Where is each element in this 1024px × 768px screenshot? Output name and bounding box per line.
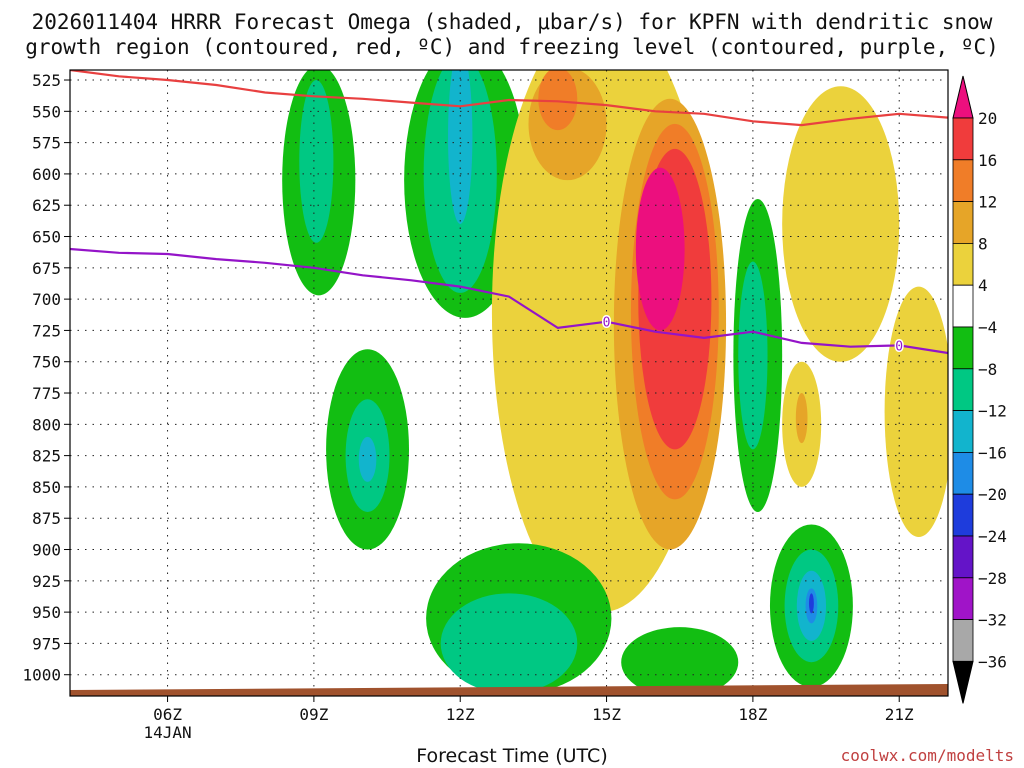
- y-tick-label: 775: [32, 384, 61, 403]
- colorbar-label: −16: [978, 443, 1007, 462]
- colorbar-label: 4: [978, 276, 988, 295]
- y-tick-label: 925: [32, 572, 61, 591]
- colorbar-segment: [952, 368, 974, 411]
- y-tick-label: 550: [32, 102, 61, 121]
- freezing-level-label: 0: [895, 339, 903, 354]
- x-axis-title: Forecast Time (UTC): [416, 745, 608, 767]
- colorbar-bottom-arrow: [952, 660, 974, 704]
- y-tick-label: 725: [32, 321, 61, 340]
- y-tick-label: 625: [32, 196, 61, 215]
- subsidence-right-22z: [884, 286, 948, 537]
- colorbar-segment: [952, 326, 974, 370]
- y-tick-label: 800: [32, 415, 61, 434]
- x-tick-label: 21Z: [885, 705, 914, 724]
- x-tick-label: 15Z: [592, 705, 621, 724]
- colorbar-label: −4: [978, 318, 997, 337]
- subsidence-upper-20z: [782, 86, 900, 362]
- subsidence-column-15z-peak: [635, 167, 685, 331]
- colorbar-label: −12: [978, 402, 1007, 421]
- date-label-year: 2026: [148, 739, 187, 740]
- y-tick-label: 650: [32, 228, 61, 247]
- colorbar-segment: [952, 201, 974, 244]
- date-label-day: 14JAN: [143, 723, 191, 740]
- y-tick-label: 900: [32, 541, 61, 560]
- y-tick-label: 1000: [22, 666, 61, 685]
- colorbar-segment: [952, 577, 974, 620]
- y-tick-label: 700: [32, 290, 61, 309]
- freezing-level-label: 0: [603, 316, 611, 331]
- x-tick-label: 06Z: [153, 705, 182, 724]
- colorbar-segment: [952, 493, 974, 537]
- surface-terrain: [70, 684, 948, 696]
- dendritic-growth-boundary-line: [70, 70, 948, 127]
- credit-link[interactable]: coolwx.com/modelts: [840, 746, 1014, 765]
- colorbar-label: −20: [978, 485, 1007, 504]
- colorbar-segment: [952, 619, 974, 662]
- colorbar-segment: [952, 117, 974, 161]
- y-tick-label: 950: [32, 603, 61, 622]
- uplift-cell-19z-low-max: [808, 593, 814, 614]
- colorbar-label: 12: [978, 193, 997, 212]
- colorbar-label: 8: [978, 234, 988, 253]
- y-tick-label: 575: [32, 134, 61, 153]
- colorbar-segment: [952, 242, 974, 286]
- uplift-column-10z-upper-core: [299, 80, 334, 243]
- y-tick-label: 825: [32, 447, 61, 466]
- colorbar-segment: [952, 410, 974, 453]
- chart-title-line-2: growth region (contoured, red, ºC) and f…: [25, 35, 999, 59]
- subsidence-cell-19z-core: [795, 393, 808, 444]
- uplift-lower-16z: [621, 627, 739, 696]
- uplift-cell-10z-mid-peak: [358, 436, 377, 482]
- y-tick-label: 525: [32, 71, 61, 90]
- colorbar-label: 16: [978, 151, 997, 170]
- colorbar-top-arrow: [952, 75, 974, 119]
- omega-time-height-chart: 0 0 525 550 575 600 625 650 675 700 725 750 775 800 8…: [22, 69, 1007, 740]
- x-tick-label: 09Z: [299, 705, 328, 724]
- colorbar-label: 20: [978, 109, 997, 128]
- x-tick-label: 18Z: [738, 705, 767, 724]
- y-tick-label: 600: [32, 165, 61, 184]
- uplift-column-12z-peak: [448, 70, 473, 224]
- y-tick-label: 875: [32, 509, 61, 528]
- colorbar-segment: [952, 535, 974, 579]
- y-tick-label: 750: [32, 353, 61, 372]
- colorbar-label: −28: [978, 569, 1007, 588]
- y-tick-label: 975: [32, 634, 61, 653]
- colorbar-label: −24: [978, 527, 1007, 546]
- y-tick-label: 675: [32, 259, 61, 278]
- subsidence-upper-14z-core: [538, 70, 578, 131]
- colorbar-segment: [952, 159, 974, 203]
- colorbar-label: −36: [978, 652, 1007, 671]
- colorbar-label: −32: [978, 611, 1007, 630]
- chart-title-line-1: 2026011404 HRRR Forecast Omega (shaded, …: [31, 10, 993, 34]
- freezing-level-line: [70, 247, 948, 355]
- plot-frame: [69, 69, 949, 697]
- colorbar-segment: [952, 284, 974, 328]
- x-tick-label: 12Z: [446, 705, 475, 724]
- uplift-lower-13z-core: [440, 593, 578, 694]
- y-tick-label: 850: [32, 478, 61, 497]
- colorbar-label: −8: [978, 360, 997, 379]
- colorbar-segment: [952, 451, 974, 495]
